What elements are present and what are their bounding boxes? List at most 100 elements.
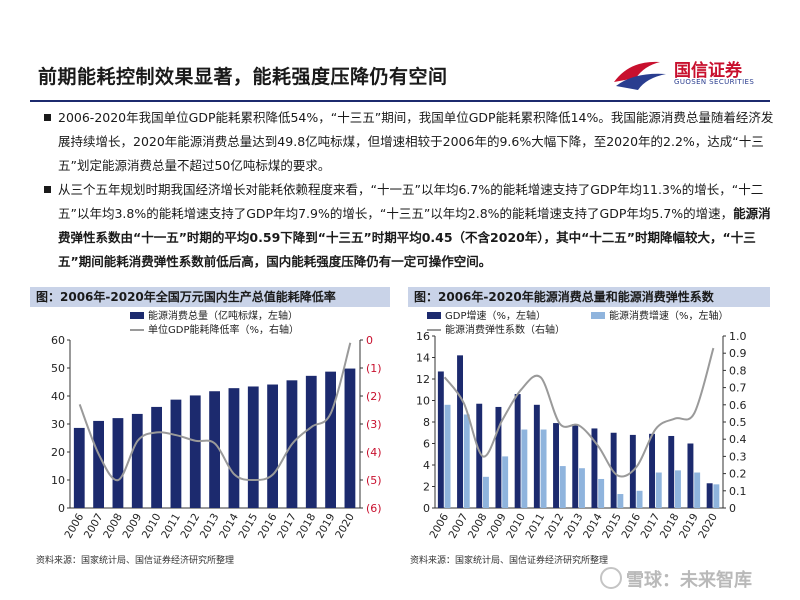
bar-primary bbox=[495, 406, 502, 508]
right-tick-label: (1) bbox=[366, 362, 382, 375]
bar-secondary bbox=[444, 404, 451, 508]
logo-subtext: GUOSEN SECURITIES bbox=[674, 78, 755, 86]
bar-primary bbox=[553, 423, 559, 508]
bar-primary bbox=[170, 399, 182, 508]
bar-primary bbox=[514, 394, 521, 508]
bar-secondary bbox=[521, 429, 528, 508]
bar-primary bbox=[112, 418, 124, 508]
bar-primary bbox=[325, 371, 336, 508]
left-tick-label: 14 bbox=[416, 352, 430, 365]
legend-label: 单位GDP能耗降低率（%，右轴） bbox=[148, 323, 299, 336]
bar-secondary bbox=[598, 478, 605, 508]
bar-secondary bbox=[540, 429, 547, 508]
right-tick-label: 0.5 bbox=[729, 416, 747, 429]
left-tick-label: 10 bbox=[51, 474, 65, 487]
legend-swatch bbox=[427, 312, 441, 319]
left-tick-label: 30 bbox=[51, 418, 65, 431]
bar-primary bbox=[189, 395, 201, 508]
left-tick-label: 6 bbox=[423, 438, 430, 451]
right-chart: 0 2 4 6 8 10 12 14 16 0 0.1 0.2 0.3 0.4 0.5 0.6 0.7 0.8 0.… bbox=[416, 309, 747, 541]
guosen-logo-icon bbox=[614, 61, 666, 90]
bullet-item-2: 从三个五年规划时期我国经济增长对能耗依赖程度来看，“十一五”以年均6.7%的能耗… bbox=[44, 178, 774, 274]
right-tick-label: 0.4 bbox=[729, 433, 747, 446]
legend-label: 能源消费增速（%，左轴） bbox=[609, 309, 729, 322]
bar-primary bbox=[247, 386, 259, 508]
bar-primary bbox=[437, 371, 444, 508]
bar-secondary bbox=[502, 456, 509, 508]
left-tick-label: 2 bbox=[423, 481, 430, 494]
left-tick-label: 4 bbox=[423, 459, 430, 472]
bullet-item-1: 2006-2020年我国单位GDP能耗累积降低54%，“十三五”期间，我国单位G… bbox=[44, 106, 774, 178]
right-tick-label: 0.7 bbox=[729, 382, 747, 395]
legend-label: 能源消费弹性系数（右轴） bbox=[445, 323, 565, 336]
legend-label: 能源消费总量（亿吨标煤，左轴） bbox=[148, 309, 298, 322]
bar-secondary bbox=[559, 466, 566, 508]
left-tick-label: 0 bbox=[423, 502, 430, 515]
bar-primary bbox=[591, 428, 598, 508]
bar-secondary bbox=[463, 414, 470, 508]
bar-primary bbox=[344, 368, 356, 508]
left-tick-label: 20 bbox=[51, 446, 65, 459]
right-tick-label: 1.0 bbox=[729, 330, 747, 343]
legend-swatch bbox=[130, 312, 144, 319]
right-tick-label: 0 bbox=[729, 502, 736, 515]
bar-secondary bbox=[579, 468, 585, 508]
left-chart-heading: 图：2006年-2020年全国万元国内生产总值能耗降低率 bbox=[30, 287, 390, 307]
bar-secondary bbox=[617, 494, 624, 508]
bullet-text-2: 从三个五年规划时期我国经济增长对能耗依赖程度来看，“十一五”以年均6.7%的能耗… bbox=[58, 182, 764, 221]
x-tick-label: 2020 bbox=[696, 512, 720, 541]
right-tick-label: (4) bbox=[366, 446, 382, 459]
left-tick-label: 12 bbox=[416, 373, 430, 386]
right-source-note: 资料来源：国家统计局、国信证券经济研究所整理 bbox=[410, 556, 609, 566]
bar-primary bbox=[457, 355, 463, 508]
right-tick-label: 0.2 bbox=[729, 468, 747, 481]
watermark: 雪球：未来智库 bbox=[600, 566, 752, 592]
bar-primary bbox=[93, 420, 104, 508]
right-tick-label: 0 bbox=[366, 334, 373, 347]
page-title: 前期能耗控制效果显著，能耗强度压降仍有空间 bbox=[38, 66, 448, 88]
bar-secondary bbox=[713, 484, 720, 508]
right-chart-heading: 图：2006年-2020年能源消费总量和能源消费弹性系数 bbox=[408, 287, 770, 307]
snowball-icon bbox=[600, 567, 622, 589]
bar-primary bbox=[73, 427, 85, 508]
left-tick-label: 16 bbox=[416, 330, 430, 343]
right-tick-label: 0.6 bbox=[729, 399, 747, 412]
bar-primary bbox=[209, 391, 220, 508]
legend-swatch bbox=[591, 312, 605, 319]
right-tick-label: 0.8 bbox=[729, 364, 747, 377]
header-divider bbox=[30, 100, 770, 102]
series-line bbox=[443, 347, 715, 478]
watermark-text: 雪球：未来智库 bbox=[626, 570, 752, 591]
bar-secondary bbox=[655, 472, 662, 508]
right-tick-label: (2) bbox=[366, 390, 382, 403]
bar-primary bbox=[668, 435, 675, 508]
left-tick-label: 8 bbox=[423, 416, 430, 429]
left-tick-label: 0 bbox=[58, 502, 65, 515]
bullet-text-1: 2006-2020年我国单位GDP能耗累积降低54%，“十三五”期间，我国单位G… bbox=[58, 110, 774, 173]
bar-primary bbox=[228, 388, 240, 508]
bar-secondary bbox=[675, 470, 681, 508]
bar-secondary bbox=[636, 490, 643, 508]
bar-primary bbox=[151, 406, 162, 508]
left-source-note: 资料来源：国家统计局、国信证券经济研究所整理 bbox=[36, 556, 235, 566]
logo-text: 国信证券 bbox=[674, 61, 742, 81]
bullet-marker bbox=[44, 114, 51, 121]
right-tick-label: (6) bbox=[366, 502, 382, 515]
right-tick-label: (5) bbox=[366, 474, 382, 487]
bar-primary bbox=[649, 433, 655, 508]
bar-primary bbox=[476, 403, 483, 508]
bullet-marker bbox=[44, 186, 51, 193]
company-logo: 国信证券 GUOSEN SECURITIES bbox=[610, 52, 790, 96]
left-tick-label: 60 bbox=[51, 334, 65, 347]
series-line bbox=[78, 342, 352, 482]
bar-primary bbox=[687, 443, 694, 508]
right-tick-label: 0.3 bbox=[729, 450, 747, 463]
bar-primary bbox=[572, 424, 579, 508]
right-tick-label: 0.9 bbox=[729, 347, 747, 360]
bar-primary bbox=[305, 375, 317, 508]
bullet-list: 2006-2020年我国单位GDP能耗累积降低54%，“十三五”期间，我国单位G… bbox=[44, 106, 774, 274]
bar-primary bbox=[267, 384, 278, 508]
left-tick-label: 50 bbox=[51, 362, 65, 375]
left-tick-label: 10 bbox=[416, 395, 430, 408]
bar-primary bbox=[533, 404, 540, 508]
